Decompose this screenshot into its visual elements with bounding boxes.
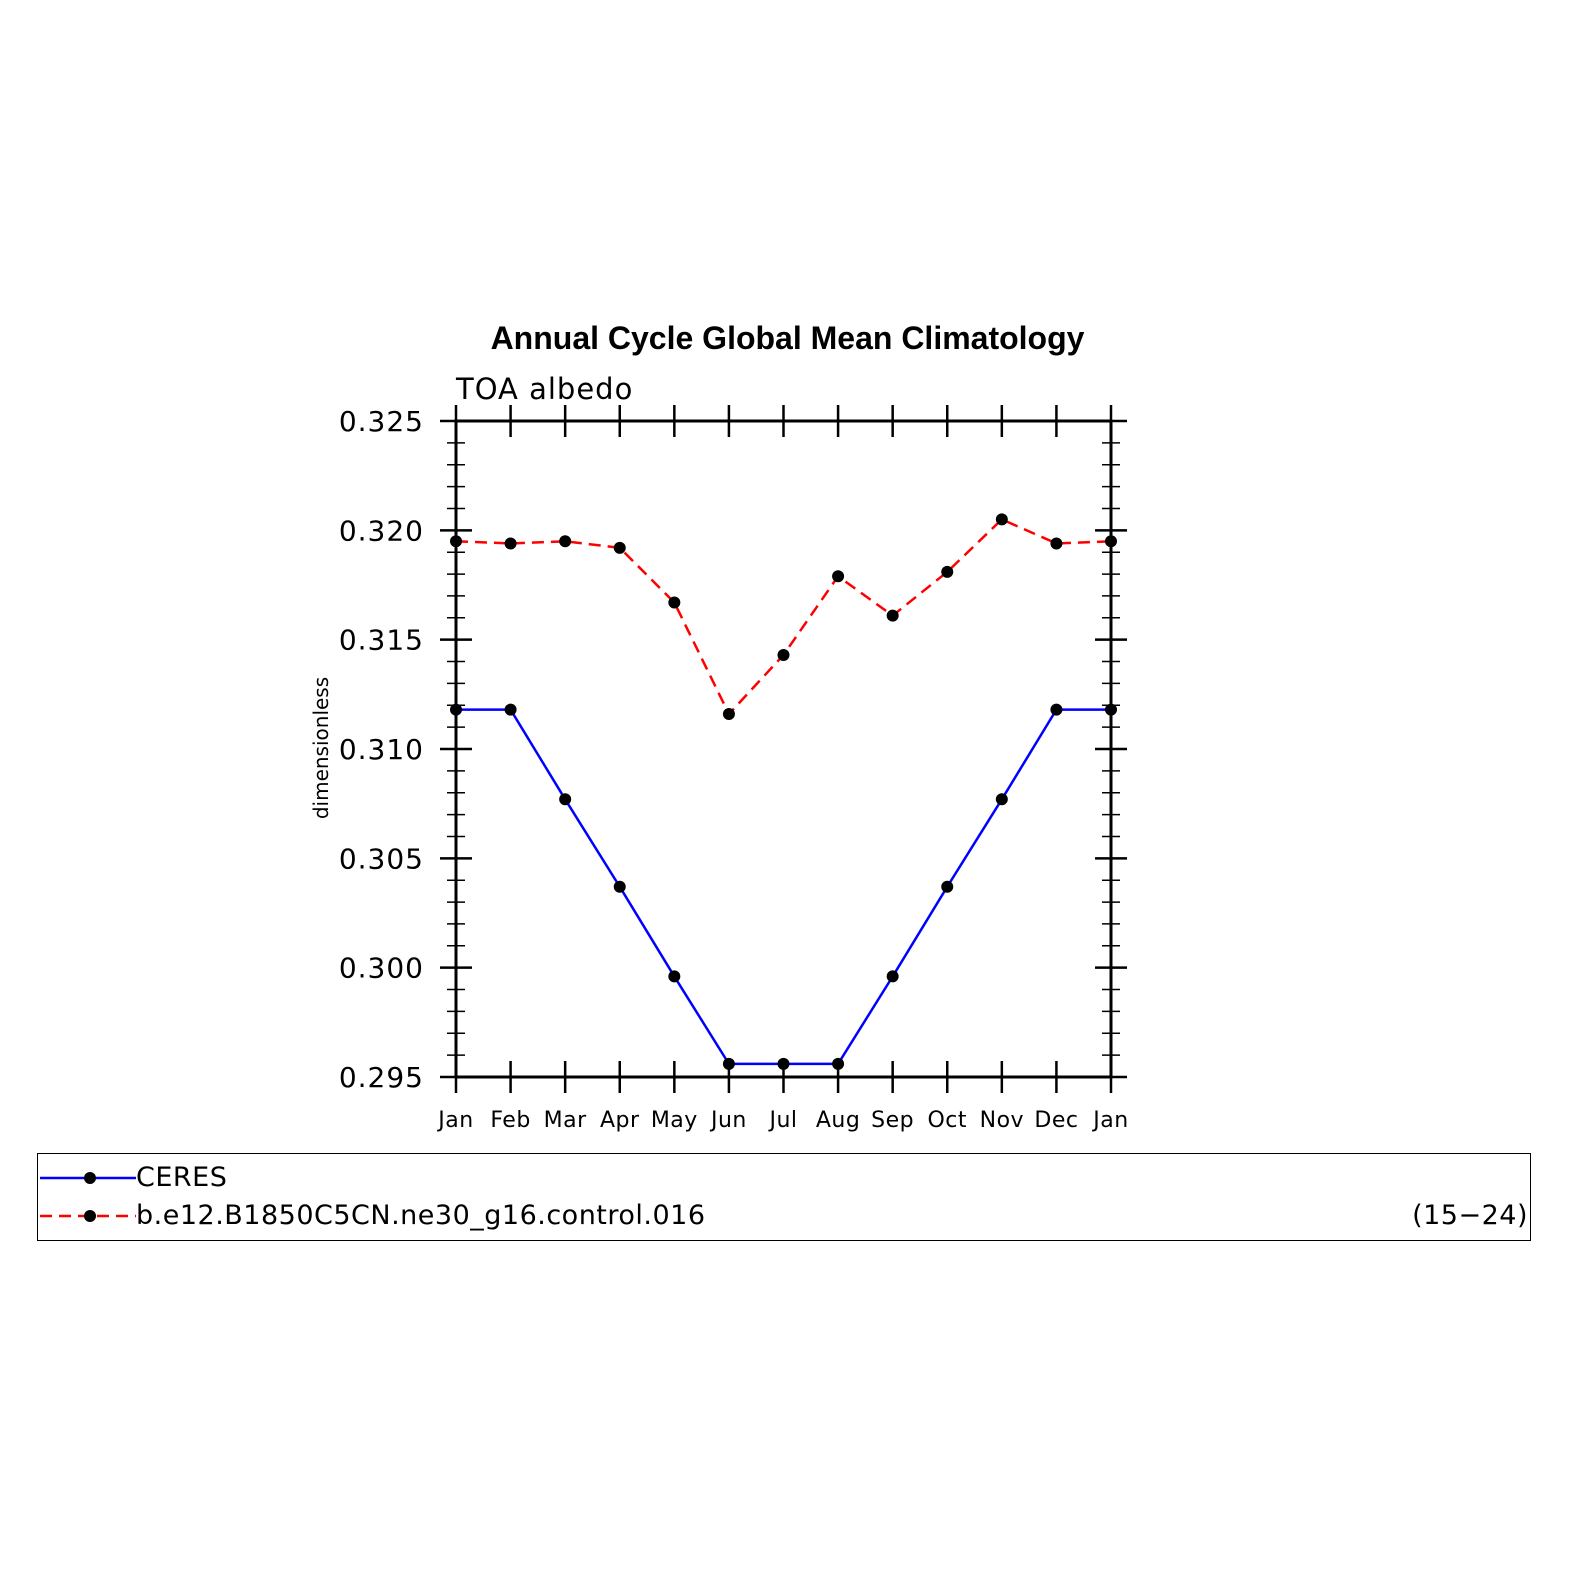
series-0-point xyxy=(777,1057,790,1070)
x-tick-label: May xyxy=(651,1108,698,1133)
x-tick-label: Dec xyxy=(1034,1108,1078,1133)
x-tick-label: Apr xyxy=(600,1108,640,1133)
legend: CERES b.e12.B1850C5CN.ne30_g16.control.0… xyxy=(37,1153,1531,1241)
series-0-point xyxy=(613,880,626,893)
y-tick-label: 0.315 xyxy=(339,624,424,657)
series-1-point xyxy=(450,535,462,548)
x-tick-label: Jul xyxy=(767,1108,797,1133)
x-tick-label: Sep xyxy=(871,1108,914,1133)
series-1-point xyxy=(559,535,572,548)
series-1-point xyxy=(777,648,790,661)
series-line-0 xyxy=(456,708,1111,1066)
series-0-point xyxy=(450,703,462,716)
x-tick-label: Aug xyxy=(816,1108,860,1133)
series-1-point xyxy=(668,596,681,609)
x-tick-label: Jun xyxy=(709,1108,747,1133)
series-1-point xyxy=(941,565,954,578)
series-1-point xyxy=(722,708,735,721)
x-tick-label: Mar xyxy=(544,1108,587,1133)
x-tick-label: Nov xyxy=(980,1108,1024,1133)
chart-subtitle: TOA albedo xyxy=(456,372,634,406)
series-1-point xyxy=(613,541,626,554)
y-tick-label: 0.325 xyxy=(339,405,424,438)
x-tick-label: Jan xyxy=(1091,1108,1128,1133)
series-1-point xyxy=(1105,535,1117,548)
series-1-point xyxy=(995,513,1008,526)
x-tick-label: Feb xyxy=(490,1108,530,1133)
y-tick-label: 0.320 xyxy=(339,514,424,547)
y-tick-label: 0.295 xyxy=(339,1061,424,1094)
series-0-point xyxy=(722,1057,735,1070)
series-0-point xyxy=(1105,703,1117,716)
series-1-point xyxy=(504,537,517,550)
legend-entry-ceres: CERES xyxy=(38,1160,1530,1196)
y-tick-label: 0.305 xyxy=(339,842,424,875)
series-0-point xyxy=(668,970,681,983)
y-tick-label: 0.300 xyxy=(339,952,424,985)
series-1-point xyxy=(886,609,899,622)
plot-frame xyxy=(454,419,1113,1079)
series-0-point xyxy=(559,793,572,806)
series-0-point xyxy=(504,703,517,716)
series-0-point xyxy=(1050,703,1063,716)
series-1-point xyxy=(1050,537,1063,550)
series-0-point xyxy=(941,880,954,893)
legend-label: b.e12.B1850C5CN.ne30_g16.control.016 xyxy=(136,1200,706,1231)
legend-years: (15−24) xyxy=(1412,1200,1528,1231)
x-tick-label: Oct xyxy=(927,1108,967,1133)
series-0-point xyxy=(995,793,1008,806)
legend-symbol-solid xyxy=(40,1172,136,1184)
series-line-1 xyxy=(455,517,1112,717)
series-0-point xyxy=(886,970,899,983)
legend-symbol-dashed xyxy=(40,1210,136,1222)
legend-label: CERES xyxy=(136,1162,228,1193)
series-0-point xyxy=(832,1057,845,1070)
chart-title: Annual Cycle Global Mean Climatology xyxy=(490,320,1085,356)
x-tick-label: Jan xyxy=(436,1108,473,1133)
legend-entry-model: b.e12.B1850C5CN.ne30_g16.control.016 (15… xyxy=(38,1198,1530,1234)
series-1-point xyxy=(832,570,845,583)
y-tick-label: 0.310 xyxy=(339,733,424,766)
